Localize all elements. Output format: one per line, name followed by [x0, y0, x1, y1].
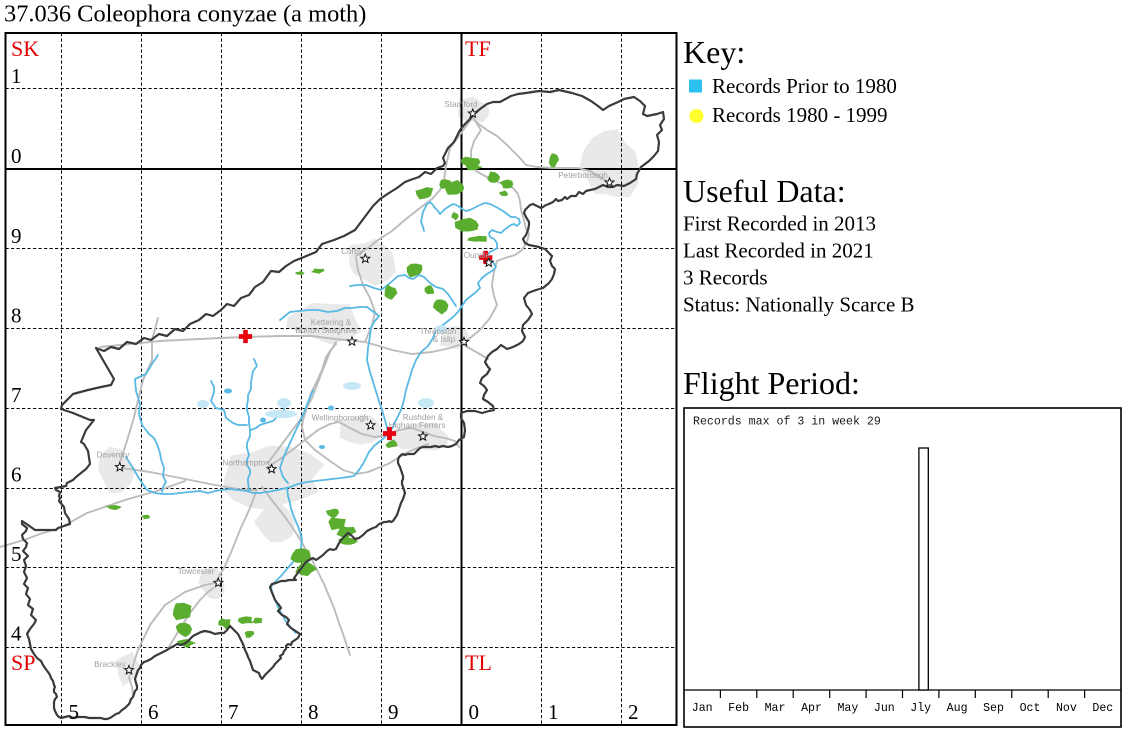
svg-text:Rushden &: Rushden &: [403, 413, 444, 422]
svg-text:6: 6: [148, 700, 159, 724]
svg-text:Mar: Mar: [765, 702, 786, 715]
svg-text:Peterborough: Peterborough: [558, 171, 608, 180]
svg-text:SP: SP: [11, 650, 35, 675]
svg-text:Jly: Jly: [910, 702, 931, 715]
svg-text:Key:: Key:: [683, 34, 745, 70]
svg-text:Records 1980 - 1999: Records 1980 - 1999: [712, 103, 888, 127]
svg-text:3 Records: 3 Records: [683, 266, 768, 290]
svg-text:5: 5: [69, 700, 80, 724]
svg-text:Stamford: Stamford: [444, 100, 478, 109]
svg-text:Oundle: Oundle: [464, 251, 491, 260]
svg-text:Corby: Corby: [341, 247, 364, 256]
svg-text:Records max of 3 in week 29: Records max of 3 in week 29: [693, 415, 881, 428]
svg-text:First Recorded in 2013: First Recorded in 2013: [683, 212, 876, 236]
svg-text:Burton Seagrave: Burton Seagrave: [295, 326, 357, 335]
svg-text:SK: SK: [11, 36, 39, 61]
svg-text:2: 2: [628, 700, 639, 724]
svg-text:7: 7: [228, 700, 239, 724]
svg-text:Thrapston: Thrapston: [420, 327, 457, 336]
svg-text:Oct: Oct: [1020, 702, 1041, 715]
svg-text:Jan: Jan: [692, 702, 713, 715]
svg-text:5: 5: [11, 542, 22, 566]
svg-text:Towcester: Towcester: [178, 567, 215, 576]
svg-text:Useful Data:: Useful Data:: [683, 173, 846, 209]
svg-text:& Islip: & Islip: [433, 335, 456, 344]
svg-text:Nov: Nov: [1056, 702, 1077, 715]
svg-text:8: 8: [308, 700, 319, 724]
svg-text:Brackley: Brackley: [94, 660, 126, 669]
svg-text:Apr: Apr: [801, 702, 822, 715]
svg-text:7: 7: [11, 383, 22, 407]
svg-text:Flight Period:: Flight Period:: [683, 365, 860, 401]
svg-text:0: 0: [469, 700, 480, 724]
svg-text:6: 6: [11, 463, 22, 487]
svg-text:4: 4: [11, 622, 22, 646]
svg-text:Feb: Feb: [728, 702, 749, 715]
svg-text:TF: TF: [465, 36, 491, 61]
svg-text:TL: TL: [465, 650, 492, 675]
svg-text:8: 8: [11, 304, 22, 328]
svg-text:Daventry: Daventry: [97, 451, 131, 460]
svg-text:Records Prior to 1980: Records Prior to 1980: [712, 74, 897, 98]
svg-text:9: 9: [11, 224, 22, 248]
svg-text:Northampton: Northampton: [222, 459, 270, 468]
svg-text:Kettering &: Kettering &: [311, 318, 352, 327]
svg-text:9: 9: [388, 700, 399, 724]
svg-text:Last Recorded in 2021: Last Recorded in 2021: [683, 239, 874, 263]
svg-text:0: 0: [11, 144, 22, 168]
svg-text:Dec: Dec: [1092, 702, 1113, 715]
svg-text:1: 1: [11, 64, 22, 88]
svg-text:1: 1: [548, 700, 559, 724]
svg-text:Status: Nationally Scarce B: Status: Nationally Scarce B: [683, 293, 915, 317]
svg-text:Higham Ferrers: Higham Ferrers: [389, 421, 446, 430]
svg-text:Jun: Jun: [874, 702, 895, 715]
svg-text:Wellingborough: Wellingborough: [312, 414, 369, 423]
svg-text:37.036 Coleophora conyzae (a m: 37.036 Coleophora conyzae (a moth): [4, 1, 366, 28]
svg-text:Sep: Sep: [983, 702, 1004, 715]
svg-text:May: May: [837, 702, 858, 715]
svg-text:Aug: Aug: [947, 702, 968, 715]
